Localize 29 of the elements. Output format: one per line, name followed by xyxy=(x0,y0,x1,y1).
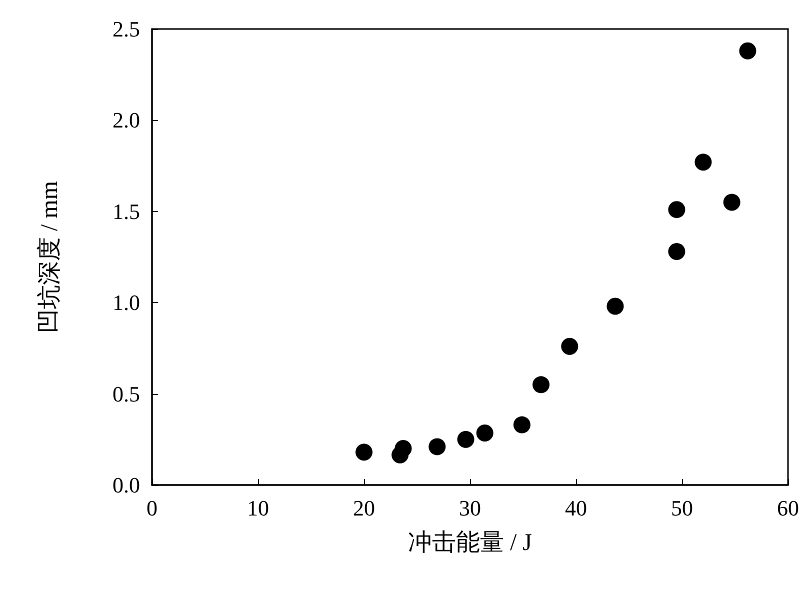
y-tick-label: 2.5 xyxy=(112,16,140,42)
point xyxy=(356,444,372,461)
point xyxy=(394,440,412,458)
point xyxy=(513,416,530,434)
y-axis-title: 凹坑深度 / mm xyxy=(36,180,63,334)
point xyxy=(606,298,624,315)
point xyxy=(668,201,686,218)
x-tick-label: 50 xyxy=(671,496,693,520)
y-tick-label: 0.0 xyxy=(112,472,140,498)
x-tick-label: 30 xyxy=(459,496,481,520)
point xyxy=(668,243,686,260)
y-tick-label: 1.5 xyxy=(112,198,140,224)
y-tick-label: 0.5 xyxy=(112,381,140,406)
point xyxy=(476,424,494,442)
x-tick-label: 10 xyxy=(247,496,269,520)
point xyxy=(428,438,446,456)
point xyxy=(694,154,712,171)
y-tick-label: 1.0 xyxy=(112,290,140,316)
point xyxy=(532,376,550,394)
point xyxy=(561,338,578,355)
point xyxy=(739,42,756,60)
x-tick-label: 20 xyxy=(353,496,375,520)
x-tick-label: 40 xyxy=(565,496,587,520)
x-tick-label: 60 xyxy=(777,496,799,520)
point xyxy=(723,194,740,211)
point xyxy=(457,430,474,448)
x-tick-label: 0 xyxy=(146,496,158,520)
y-tick-label: 2.0 xyxy=(112,108,140,133)
x-axis-title: 冲击能量 / J xyxy=(408,530,532,556)
